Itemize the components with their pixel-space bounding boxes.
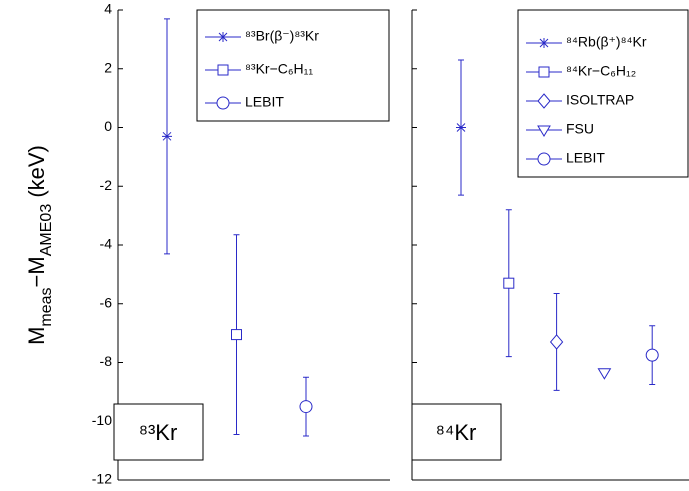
legend-marker	[539, 38, 549, 48]
legend-marker	[217, 64, 229, 76]
y-axis-label-part: M	[24, 327, 49, 345]
y-axis-label: Mmeas−MAME03 (keV)	[24, 145, 55, 345]
legend-box	[517, 9, 689, 178]
data-point	[549, 334, 564, 350]
panel-label-box	[113, 403, 204, 461]
y-tick-label: -6	[100, 294, 113, 310]
data-point	[456, 122, 466, 133]
legend-label: ⁸⁴Rb(β⁺)⁸⁴Kr	[566, 34, 647, 50]
data-point	[597, 368, 612, 380]
legend-label: ⁸³Kr−C₆H₁₁	[245, 61, 313, 77]
data-point	[503, 277, 515, 289]
legend-marker	[537, 152, 551, 166]
y-tick-label: -2	[100, 177, 113, 193]
y-tick-label: -8	[100, 353, 113, 369]
y-axis-label-part: meas	[38, 287, 55, 326]
data-point	[162, 131, 172, 142]
y-axis-label-part: −M	[24, 256, 49, 287]
panel-label: ⁸⁴Kr	[436, 420, 477, 445]
legend-marker	[537, 93, 551, 109]
legend-label: FSU	[566, 121, 594, 137]
y-tick-label: -12	[92, 471, 112, 487]
y-tick-label: 0	[104, 118, 112, 134]
legend-marker	[218, 32, 228, 42]
data-point	[231, 329, 242, 341]
y-axis-label-part: AME03	[38, 204, 55, 257]
panel-label: ⁸³Kr	[139, 420, 178, 445]
data-point	[645, 348, 659, 362]
legend-label: LEBIT	[566, 150, 605, 166]
legend-label: ⁸³Br(β⁻)⁸³Kr	[245, 28, 319, 44]
legend-marker	[538, 66, 550, 78]
legend-label: ISOLTRAP	[566, 92, 634, 108]
legend-label: LEBIT	[245, 94, 284, 110]
y-tick-label: -4	[100, 236, 113, 252]
data-point	[299, 400, 313, 414]
legend-label: ⁸⁴Kr−C₆H₁₂	[566, 63, 636, 79]
legend-marker	[216, 96, 230, 110]
legend-marker	[537, 125, 551, 137]
y-tick-label: 4	[104, 1, 112, 17]
y-axis-label-part: (keV)	[24, 145, 49, 204]
panel-label-box	[411, 403, 502, 461]
y-tick-label: -10	[92, 412, 112, 428]
y-tick-label: 2	[104, 59, 112, 75]
